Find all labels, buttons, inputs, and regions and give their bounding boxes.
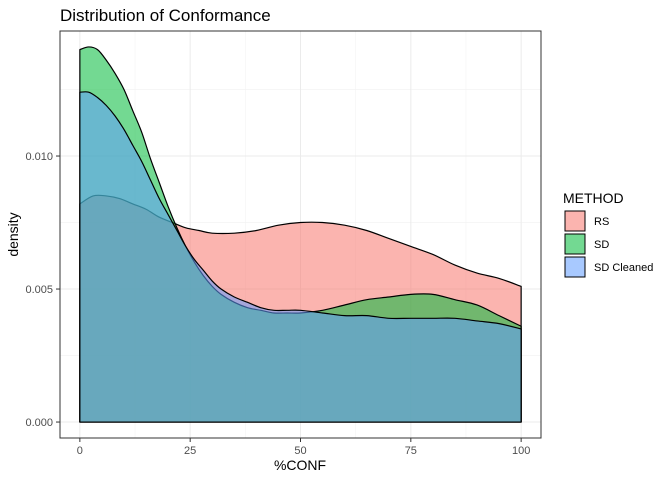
legend-key-rs: [564, 210, 586, 232]
x-tick-label: 50: [294, 445, 306, 457]
y-tick-label: 0.010: [25, 151, 53, 163]
x-tick-label: 75: [405, 445, 417, 457]
y-tick-label: 0.000: [25, 417, 53, 429]
x-tick-label: 25: [184, 445, 196, 457]
legend-title: METHOD: [563, 190, 624, 206]
x-tick-label: 0: [77, 445, 83, 457]
y-axis-title: density: [5, 212, 21, 256]
x-tick-label: 100: [512, 445, 530, 457]
legend-key-sd: [564, 233, 586, 255]
legend-label-rs: RS: [594, 216, 609, 228]
legend-label-sd-cleaned: SD Cleaned: [594, 262, 653, 274]
y-tick-label: 0.005: [25, 284, 53, 296]
legend-label-sd: SD: [594, 239, 609, 251]
x-axis-title: %CONF: [274, 457, 326, 473]
chart-title: Distribution of Conformance: [60, 6, 271, 25]
y-axis: 0.000 0.005 0.010: [25, 151, 60, 429]
legend-key-sd-cleaned: [564, 256, 586, 278]
density-areas: [79, 46, 522, 423]
density-area-sd-cleaned: [79, 91, 522, 423]
x-axis: 0 25 50 75 100: [77, 438, 530, 457]
legend: METHOD RS SD SD Cleaned: [563, 190, 653, 278]
